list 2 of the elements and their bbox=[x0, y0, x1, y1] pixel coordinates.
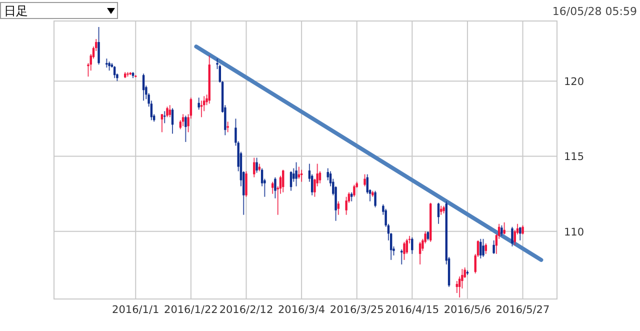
annotation: 16/05/28 05:59 bbox=[552, 5, 637, 18]
annotation: 日足 bbox=[4, 4, 28, 18]
